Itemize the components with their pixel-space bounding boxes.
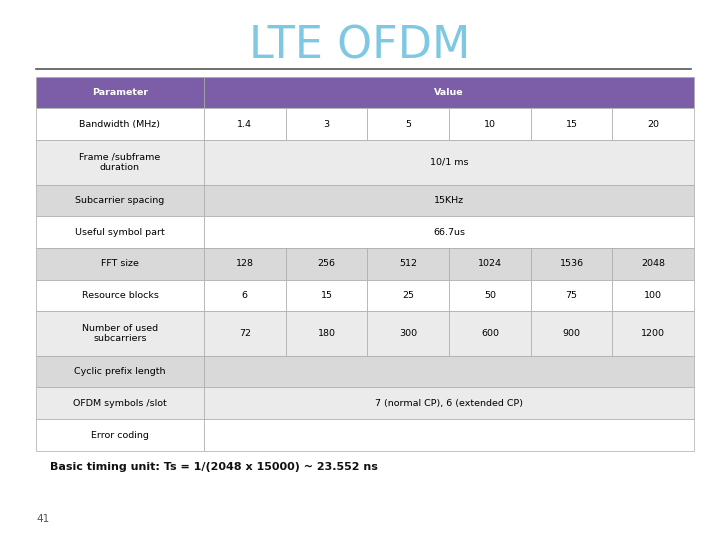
Text: Useful symbol part: Useful symbol part bbox=[75, 227, 165, 237]
Text: 3: 3 bbox=[323, 120, 330, 129]
Text: Normal: Normal bbox=[214, 367, 249, 376]
Text: 1.4: 1.4 bbox=[238, 120, 252, 129]
Text: 600: 600 bbox=[481, 329, 499, 338]
Text: Resource blocks: Resource blocks bbox=[81, 291, 158, 300]
Text: LTE OFDM: LTE OFDM bbox=[249, 24, 471, 68]
Text: : 5.1us for first symbol in a slot and 4.7us for other symbols ,: : 5.1us for first symbol in a slot and 4… bbox=[249, 367, 516, 376]
Text: OFDM symbols /slot: OFDM symbols /slot bbox=[73, 399, 167, 408]
Text: 15: 15 bbox=[566, 120, 577, 129]
Text: 100: 100 bbox=[644, 291, 662, 300]
Text: 1200: 1200 bbox=[642, 329, 665, 338]
Text: 900: 900 bbox=[562, 329, 580, 338]
Text: 10/1 ms: 10/1 ms bbox=[430, 158, 468, 167]
Text: 10: 10 bbox=[484, 120, 496, 129]
Text: 41: 41 bbox=[36, 515, 49, 524]
Text: 75: 75 bbox=[566, 291, 577, 300]
Text: 1536: 1536 bbox=[559, 259, 584, 268]
Text: 66.7us: 66.7us bbox=[433, 227, 465, 237]
Text: 15KHz: 15KHz bbox=[434, 196, 464, 205]
Text: Bandwidth (MHz): Bandwidth (MHz) bbox=[79, 120, 161, 129]
Text: Value: Value bbox=[434, 88, 464, 97]
Text: 7 (normal CP), 6 (extended CP): 7 (normal CP), 6 (extended CP) bbox=[375, 399, 523, 408]
Text: 180: 180 bbox=[318, 329, 336, 338]
Text: FFT size: FFT size bbox=[101, 259, 139, 268]
Text: 1024: 1024 bbox=[478, 259, 502, 268]
Text: 1/3 convolutional (signaling);: 1/3 convolutional (signaling); bbox=[214, 430, 342, 440]
Text: 5: 5 bbox=[405, 120, 411, 129]
Text: 25: 25 bbox=[402, 291, 414, 300]
Text: 256: 256 bbox=[318, 259, 336, 268]
Text: Extended: Extended bbox=[516, 367, 562, 376]
Text: 1/3 turbo (data): 1/3 turbo (data) bbox=[342, 430, 420, 440]
Text: : 16.7us: : 16.7us bbox=[562, 367, 596, 376]
Text: 512: 512 bbox=[399, 259, 417, 268]
Text: 2048: 2048 bbox=[642, 259, 665, 268]
Text: Subcarrier spacing: Subcarrier spacing bbox=[76, 196, 165, 205]
Text: Parameter: Parameter bbox=[92, 88, 148, 97]
Text: 15: 15 bbox=[320, 291, 333, 300]
Text: 50: 50 bbox=[484, 291, 496, 300]
Text: 6: 6 bbox=[242, 291, 248, 300]
Text: Error coding: Error coding bbox=[91, 430, 149, 440]
Text: Frame /subframe
duration: Frame /subframe duration bbox=[79, 153, 161, 172]
Text: Basic timing unit: Ts = 1/(2048 x 15000) ~ 23.552 ns: Basic timing unit: Ts = 1/(2048 x 15000)… bbox=[50, 462, 378, 472]
Text: 128: 128 bbox=[236, 259, 254, 268]
Text: Cyclic prefix length: Cyclic prefix length bbox=[74, 367, 166, 376]
Text: 300: 300 bbox=[399, 329, 418, 338]
Text: 72: 72 bbox=[239, 329, 251, 338]
Text: 20: 20 bbox=[647, 120, 660, 129]
Text: Number of used
subcarriers: Number of used subcarriers bbox=[82, 324, 158, 343]
